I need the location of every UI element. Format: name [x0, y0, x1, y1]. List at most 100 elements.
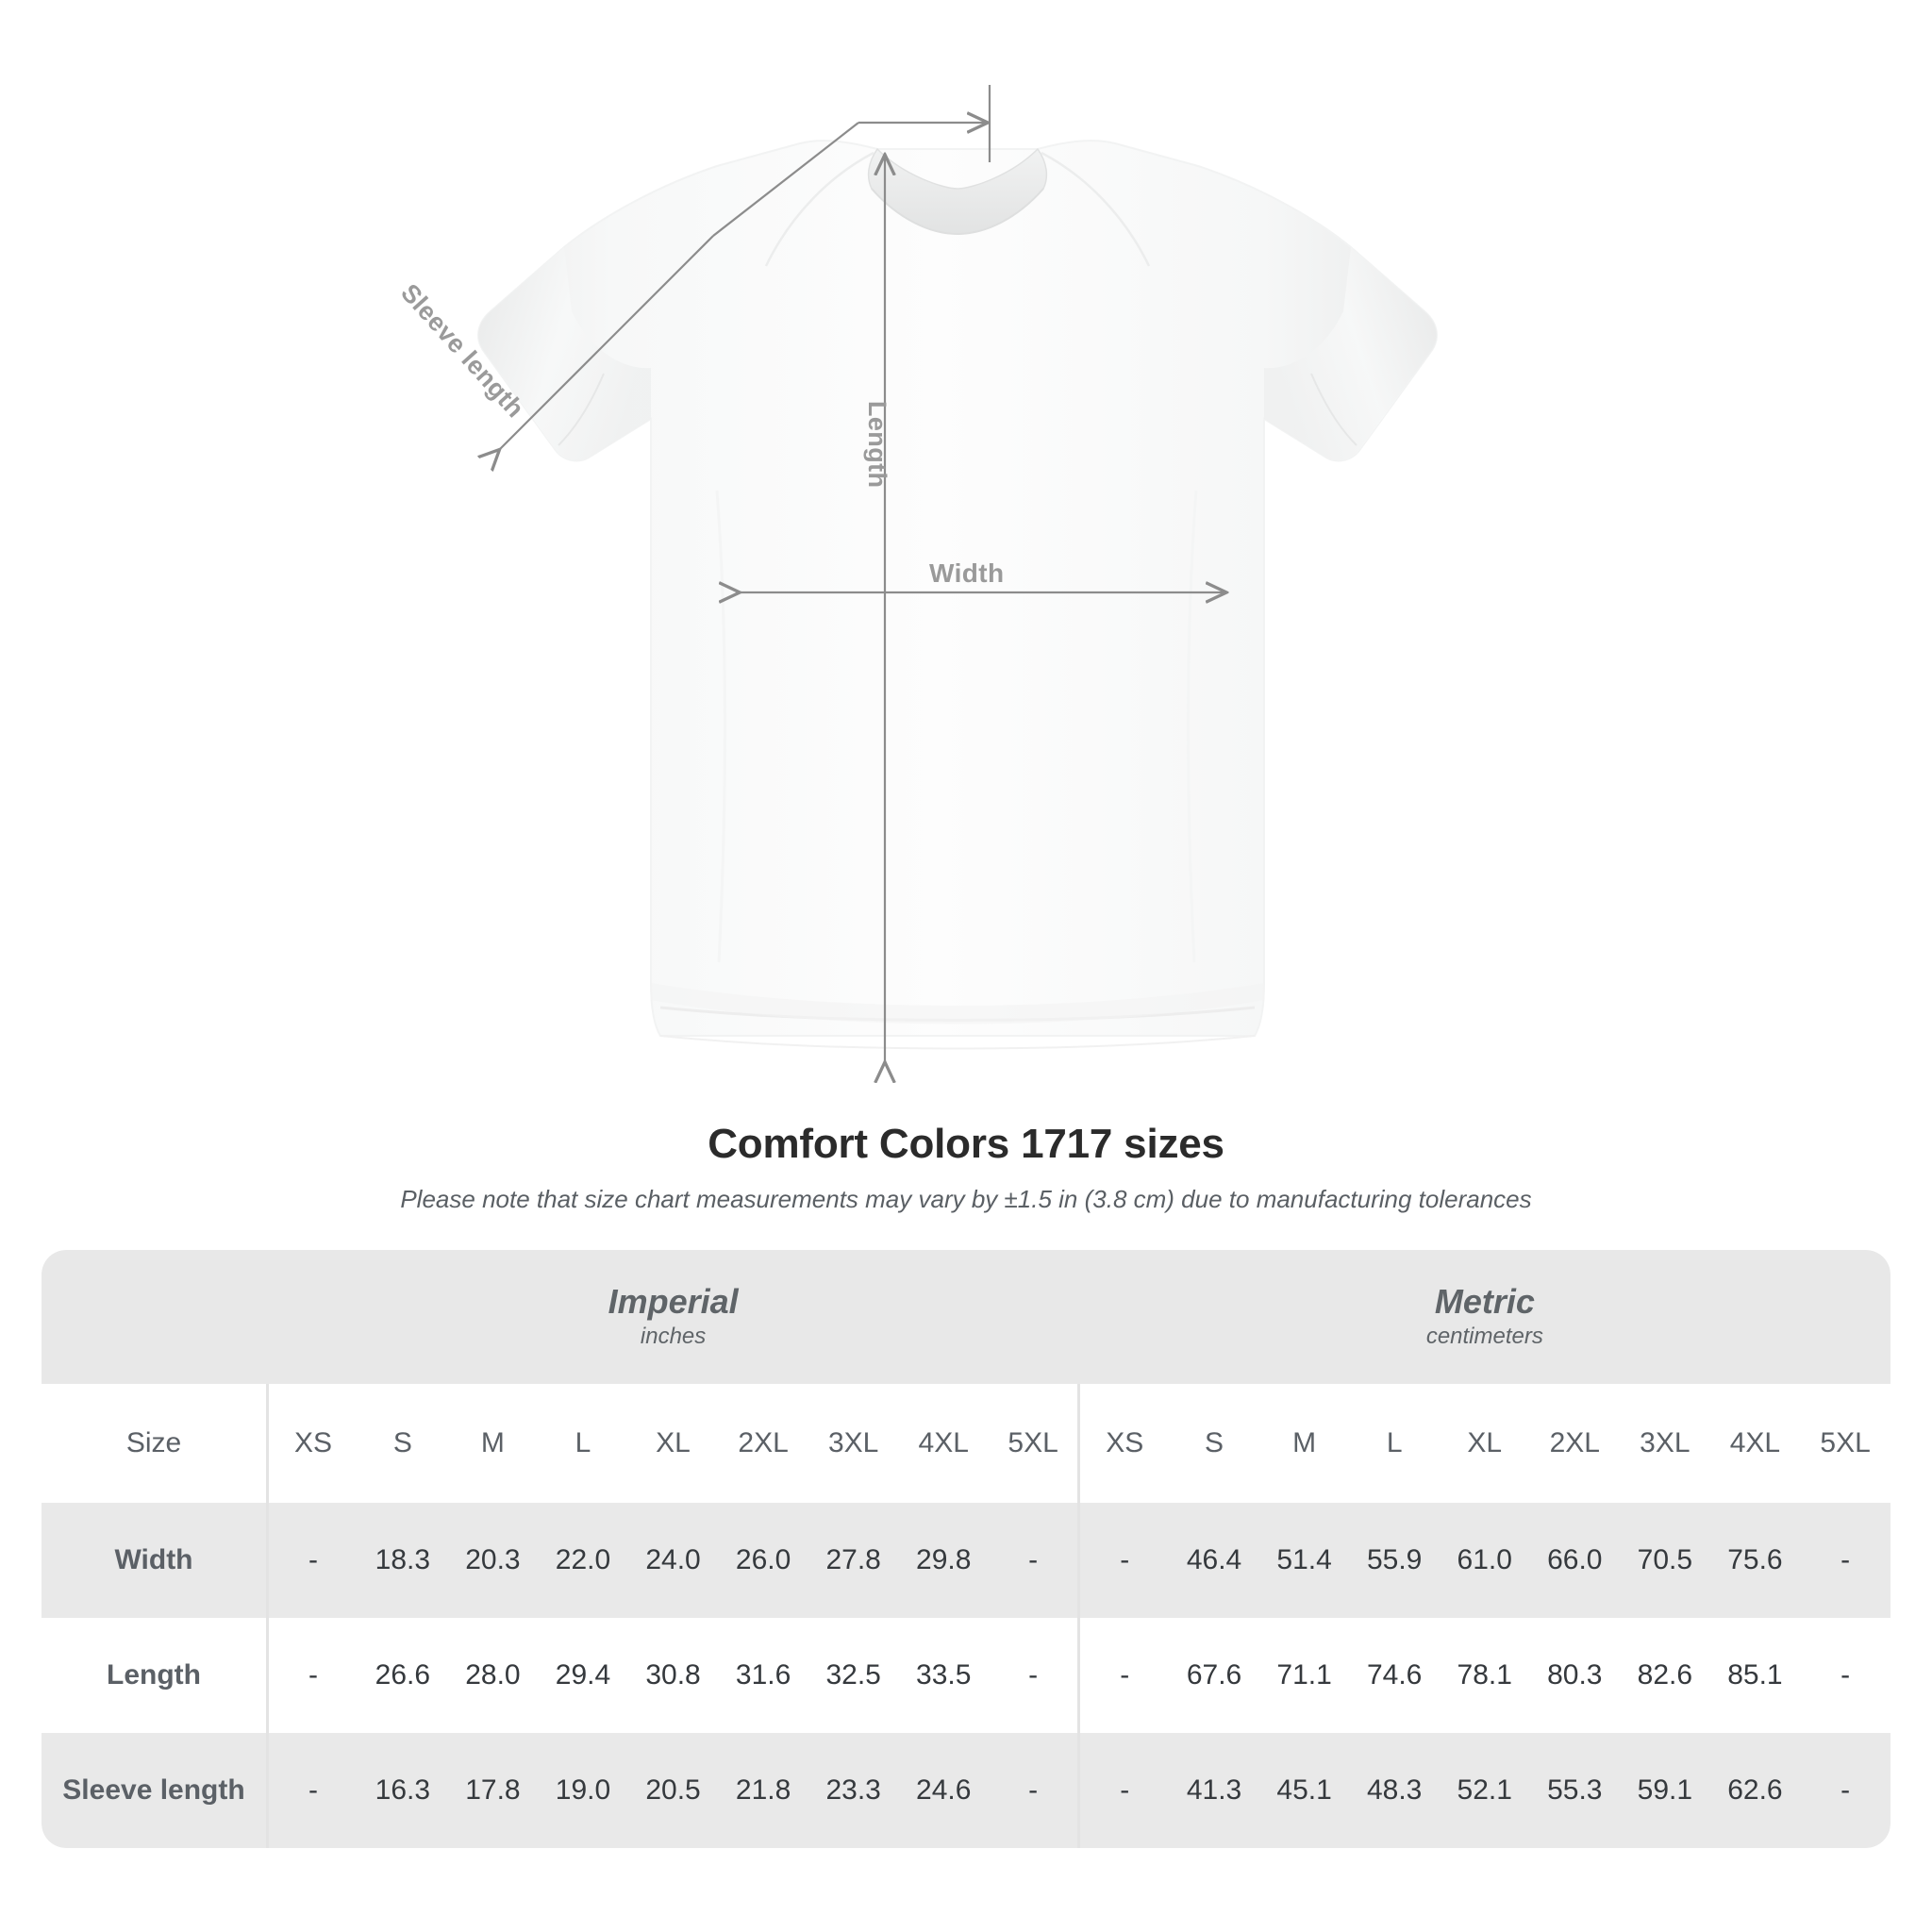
cell-sleeve-imperial-3xl: 23.3: [808, 1733, 899, 1848]
size-header-metric-m: M: [1258, 1384, 1350, 1503]
size-header-label: Size: [42, 1384, 269, 1503]
cell-length-metric-xl: 78.1: [1439, 1618, 1530, 1733]
size-header-metric-3xl: 3XL: [1620, 1384, 1710, 1503]
chart-heading: Comfort Colors 1717 sizes Please note th…: [0, 1121, 1932, 1214]
page-title: Comfort Colors 1717 sizes: [708, 1121, 1224, 1167]
cell-sleeve-imperial-2xl: 21.8: [718, 1733, 808, 1848]
size-header-metric-xs: XS: [1077, 1384, 1170, 1503]
cell-sleeve-metric-5xl: -: [1800, 1733, 1890, 1848]
cell-width-metric-xs: -: [1077, 1503, 1170, 1618]
size-header-metric-xl: XL: [1439, 1384, 1530, 1503]
cell-length-imperial-xl: 30.8: [627, 1618, 719, 1733]
cell-width-imperial-s: 18.3: [358, 1503, 448, 1618]
cell-length-metric-4xl: 85.1: [1709, 1618, 1801, 1733]
cell-sleeve-metric-xs: -: [1077, 1733, 1170, 1848]
row-label-width: Width: [42, 1503, 269, 1618]
cell-sleeve-imperial-4xl: 24.6: [898, 1733, 989, 1848]
cell-width-imperial-m: 20.3: [447, 1503, 539, 1618]
length-label: Length: [863, 401, 891, 489]
cell-width-metric-4xl: 75.6: [1709, 1503, 1801, 1618]
unit-group-metric: Metric centimeters: [1078, 1250, 1890, 1384]
row-label-sleeve-length: Sleeve length: [42, 1733, 269, 1848]
size-header-metric-4xl: 4XL: [1709, 1384, 1801, 1503]
cell-width-metric-s: 46.4: [1169, 1503, 1259, 1618]
cell-length-imperial-m: 28.0: [447, 1618, 539, 1733]
cell-width-imperial-4xl: 29.8: [898, 1503, 989, 1618]
cell-length-imperial-3xl: 32.5: [808, 1618, 899, 1733]
cell-sleeve-metric-s: 41.3: [1169, 1733, 1259, 1848]
cell-length-metric-2xl: 80.3: [1529, 1618, 1621, 1733]
unit-group-metric-sub: centimeters: [1425, 1324, 1543, 1350]
tshirt-illustration: [477, 85, 1438, 1113]
cell-width-metric-l: 55.9: [1349, 1503, 1440, 1618]
cell-width-imperial-5xl: -: [989, 1503, 1079, 1618]
size-header-imperial-m: M: [447, 1384, 539, 1503]
cell-length-imperial-4xl: 33.5: [898, 1618, 989, 1733]
cell-sleeve-metric-3xl: 59.1: [1620, 1733, 1710, 1848]
cell-width-imperial-xs: -: [267, 1503, 358, 1618]
tolerance-note: Please note that size chart measurements…: [400, 1185, 1532, 1213]
size-header-imperial-2xl: 2XL: [718, 1384, 808, 1503]
cell-length-metric-3xl: 82.6: [1620, 1618, 1710, 1733]
tshirt-diagram: Sleeve length Length Width: [395, 85, 1438, 1113]
cell-sleeve-imperial-l: 19.0: [538, 1733, 628, 1848]
size-header-imperial-xl: XL: [627, 1384, 719, 1503]
size-header-imperial-3xl: 3XL: [808, 1384, 899, 1503]
cell-length-metric-m: 71.1: [1258, 1618, 1350, 1733]
cell-sleeve-imperial-s: 16.3: [358, 1733, 448, 1848]
cell-length-imperial-2xl: 31.6: [718, 1618, 808, 1733]
cell-length-metric-l: 74.6: [1349, 1618, 1440, 1733]
cell-width-metric-m: 51.4: [1258, 1503, 1350, 1618]
cell-sleeve-metric-m: 45.1: [1258, 1733, 1350, 1848]
size-header-imperial-4xl: 4XL: [898, 1384, 989, 1503]
cell-width-imperial-3xl: 27.8: [808, 1503, 899, 1618]
size-header-imperial-5xl: 5XL: [989, 1384, 1079, 1503]
table-row: Width - 18.3 20.3 22.0 24.0 26.0 27.8 29…: [42, 1503, 1890, 1618]
size-header-imperial-xs: XS: [267, 1384, 358, 1503]
cell-sleeve-imperial-xs: -: [267, 1733, 358, 1848]
cell-sleeve-imperial-5xl: -: [989, 1733, 1079, 1848]
cell-sleeve-metric-4xl: 62.6: [1709, 1733, 1801, 1848]
unit-group-imperial: Imperial inches: [267, 1250, 1079, 1384]
cell-length-metric-xs: -: [1077, 1618, 1170, 1733]
unit-group-imperial-name: Imperial: [608, 1281, 739, 1321]
size-header-metric-5xl: 5XL: [1800, 1384, 1890, 1503]
unit-group-row: Imperial inches Metric centimeters: [42, 1250, 1890, 1384]
width-label: Width: [929, 558, 1005, 588]
cell-sleeve-metric-xl: 52.1: [1439, 1733, 1530, 1848]
table-row: Sleeve length - 16.3 17.8 19.0 20.5 21.8…: [42, 1733, 1890, 1848]
cell-sleeve-imperial-xl: 20.5: [627, 1733, 719, 1848]
unit-spacer-cell: [42, 1250, 268, 1384]
size-header-metric-2xl: 2XL: [1529, 1384, 1621, 1503]
tshirt-shape: [477, 140, 1438, 1050]
cell-length-metric-s: 67.6: [1169, 1618, 1259, 1733]
measurement-arrows: [498, 85, 1224, 1064]
cell-length-imperial-xs: -: [267, 1618, 358, 1733]
cell-length-imperial-l: 29.4: [538, 1618, 628, 1733]
size-chart-container: Imperial inches Metric centimeters Size …: [42, 1250, 1890, 1848]
cell-length-imperial-s: 26.6: [358, 1618, 448, 1733]
size-header-metric-s: S: [1169, 1384, 1259, 1503]
size-header-metric-l: L: [1349, 1384, 1440, 1503]
cell-width-imperial-xl: 24.0: [627, 1503, 719, 1618]
unit-group-metric-name: Metric: [1434, 1281, 1535, 1321]
cell-sleeve-metric-2xl: 55.3: [1529, 1733, 1621, 1848]
table-row: Length - 26.6 28.0 29.4 30.8 31.6 32.5 3…: [42, 1618, 1890, 1733]
cell-length-metric-5xl: -: [1800, 1618, 1890, 1733]
cell-width-imperial-l: 22.0: [538, 1503, 628, 1618]
cell-width-metric-xl: 61.0: [1439, 1503, 1530, 1618]
cell-length-imperial-5xl: -: [989, 1618, 1079, 1733]
sleeve-length-arrow: [498, 235, 714, 451]
size-header-imperial-s: S: [358, 1384, 448, 1503]
cell-sleeve-metric-l: 48.3: [1349, 1733, 1440, 1848]
row-label-length: Length: [42, 1618, 269, 1733]
size-header-row: Size XS S M L XL 2XL 3XL 4XL 5XL XS S M …: [42, 1384, 1890, 1503]
cell-width-metric-2xl: 66.0: [1529, 1503, 1621, 1618]
size-chart-table: Imperial inches Metric centimeters Size …: [42, 1250, 1890, 1848]
cell-width-imperial-2xl: 26.0: [718, 1503, 808, 1618]
cell-width-metric-3xl: 70.5: [1620, 1503, 1710, 1618]
unit-group-imperial-sub: inches: [640, 1324, 707, 1350]
size-header-imperial-l: L: [538, 1384, 628, 1503]
cell-width-metric-5xl: -: [1800, 1503, 1890, 1618]
cell-sleeve-imperial-m: 17.8: [447, 1733, 539, 1848]
